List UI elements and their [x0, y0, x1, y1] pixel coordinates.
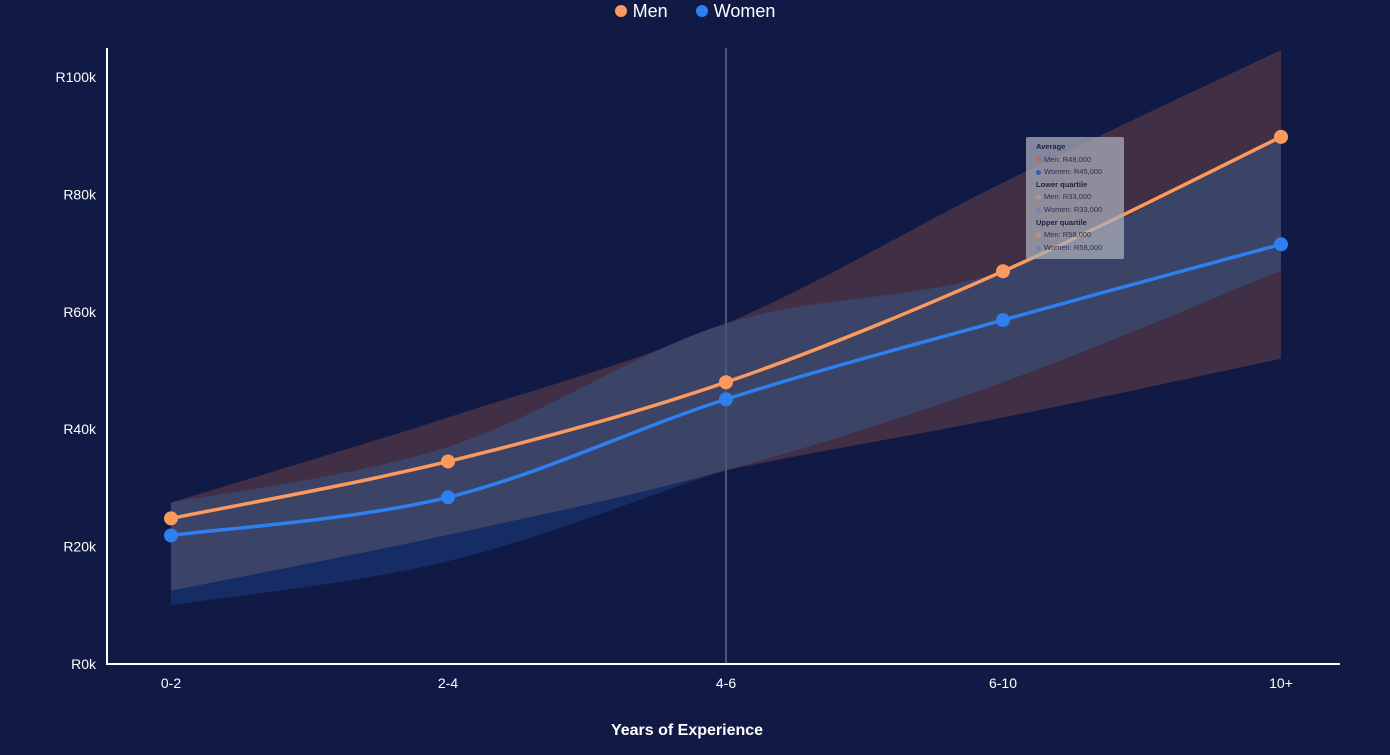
women-point-10+: [1274, 237, 1288, 252]
y-tick-label: R40k: [63, 421, 97, 437]
tooltip-upper-heading: Upper quartile: [1036, 217, 1087, 227]
y-tick-label: R0k: [71, 656, 97, 672]
y-tick-label: R20k: [63, 539, 97, 555]
men-dot-icon: [1036, 157, 1041, 163]
tooltip-upper-men: Men: R58,000: [1036, 229, 1118, 242]
men-dot-icon: [1036, 195, 1041, 201]
men-point-4-6: [719, 375, 733, 390]
tooltip-upper-women-value: Women: R58,000: [1044, 242, 1103, 252]
women-dot-icon: [1036, 207, 1041, 213]
y-tick-label: R60k: [63, 304, 97, 320]
legend-item-men[interactable]: Men: [614, 0, 668, 22]
men-point-0-2: [164, 511, 178, 526]
data-tooltip: Average Men: R48,000 Women: R45,000 Lowe…: [1026, 137, 1124, 259]
x-tick-label: 2-4: [438, 675, 458, 691]
y-tick-label: R100k: [56, 69, 97, 85]
men-point-2-4: [441, 454, 455, 469]
tooltip-lower-men: Men: R33,000: [1036, 191, 1118, 204]
tooltip-average-men: Men: R48,000: [1036, 154, 1118, 167]
x-tick-label: 0-2: [161, 675, 181, 691]
tooltip-average-men-value: Men: R48,000: [1044, 154, 1092, 164]
x-axis-title: Years of Experience: [611, 722, 763, 739]
tooltip-lower-heading: Lower quartile: [1036, 179, 1088, 189]
men-point-10+: [1274, 129, 1288, 144]
men-dot-icon: [1036, 232, 1041, 238]
women-dot-icon: [1036, 245, 1041, 251]
tooltip-average-women-value: Women: R45,000: [1044, 167, 1103, 177]
x-tick-label: 4-6: [716, 675, 736, 691]
tooltip-upper-women: Women: R58,000: [1036, 242, 1118, 255]
x-tick-label: 6-10: [989, 675, 1017, 691]
y-tick-label: R80k: [63, 186, 97, 202]
women-point-2-4: [441, 490, 455, 505]
chart-legend: Men Women: [0, 0, 1390, 22]
men-point-6-10: [996, 264, 1010, 279]
tooltip-average-heading: Average: [1036, 142, 1066, 151]
tooltip-average-women: Women: R45,000: [1036, 166, 1118, 179]
tooltip-lower-women: Women: R33,000: [1036, 204, 1118, 217]
legend-label-women: Women: [713, 1, 776, 21]
women-dot-icon: [1036, 169, 1041, 175]
x-tick-label: 10+: [1269, 675, 1293, 691]
legend-marker-women: [695, 5, 708, 17]
legend-marker-men: [614, 5, 627, 17]
women-point-0-2: [164, 528, 178, 543]
tooltip-lower-women-value: Women: R33,000: [1044, 204, 1103, 214]
women-point-6-10: [996, 313, 1010, 328]
legend-item-women[interactable]: Women: [695, 0, 776, 22]
tooltip-lower-men-value: Men: R33,000: [1044, 192, 1092, 202]
women-point-4-6: [719, 392, 733, 407]
legend-label-men: Men: [632, 1, 668, 21]
tooltip-upper-men-value: Men: R58,000: [1044, 230, 1092, 240]
